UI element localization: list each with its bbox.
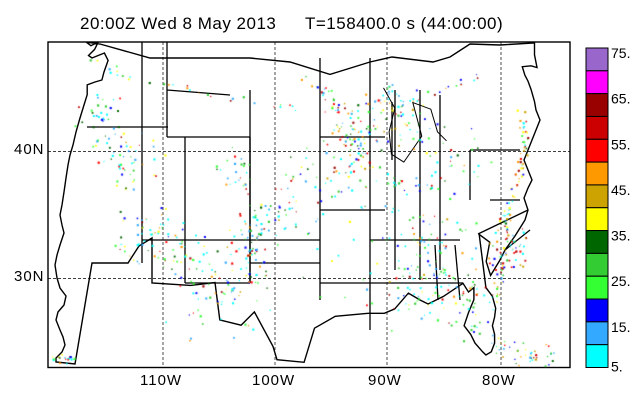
svg-text:5.: 5. bbox=[611, 359, 623, 375]
svg-text:65.: 65. bbox=[611, 91, 630, 107]
svg-text:25.: 25. bbox=[611, 273, 630, 289]
svg-text:55.: 55. bbox=[611, 136, 630, 152]
svg-text:15.: 15. bbox=[611, 319, 630, 335]
svg-text:35.: 35. bbox=[611, 228, 630, 244]
svg-text:75.: 75. bbox=[611, 45, 630, 61]
svg-text:45.: 45. bbox=[611, 182, 630, 198]
